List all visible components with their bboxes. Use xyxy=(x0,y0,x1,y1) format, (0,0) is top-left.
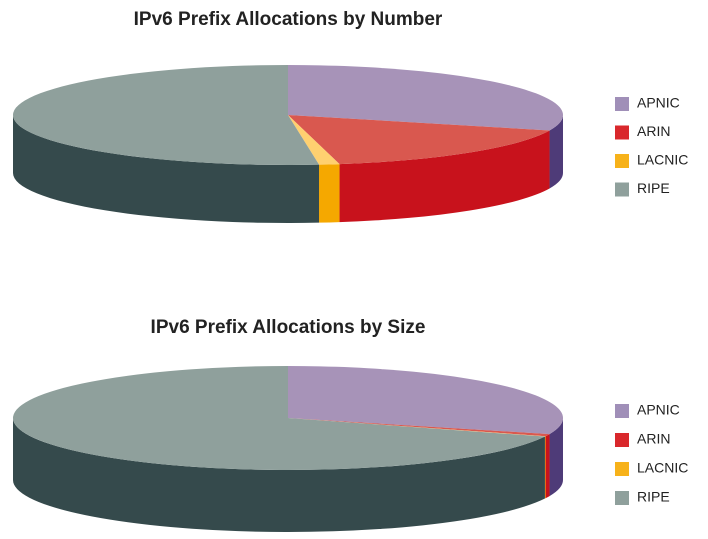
pie-side xyxy=(319,164,340,223)
pie-slice xyxy=(288,115,550,165)
legend-label: APNIC xyxy=(637,402,680,418)
pie-side xyxy=(13,115,320,223)
pie-side xyxy=(545,434,550,499)
pie-side xyxy=(544,436,546,499)
legend-swatch xyxy=(615,462,629,476)
pie-slice xyxy=(288,418,550,437)
chart-title: IPv6 Prefix Allocations by Size xyxy=(151,317,426,338)
legend-label: RIPE xyxy=(637,180,670,196)
legend-swatch xyxy=(615,154,629,168)
legend-swatch xyxy=(615,97,629,111)
pie-side xyxy=(339,130,550,223)
legend-swatch xyxy=(615,404,629,418)
legend-label: LACNIC xyxy=(637,152,688,168)
pie-side xyxy=(549,115,563,189)
pie-side xyxy=(549,418,563,497)
legend-swatch xyxy=(615,433,629,447)
pie-slice xyxy=(13,366,545,470)
legend-label: RIPE xyxy=(637,489,670,505)
pie-slice xyxy=(288,418,546,437)
legend-swatch xyxy=(615,182,629,197)
legend-label: LACNIC xyxy=(637,460,688,476)
legend-label: ARIN xyxy=(637,123,670,139)
legend-swatch xyxy=(615,125,629,140)
pie-slice xyxy=(288,65,563,131)
pie-slice xyxy=(12,65,320,166)
pie-slice xyxy=(288,366,563,435)
pie-side xyxy=(13,418,545,532)
pie-slice xyxy=(288,115,340,165)
legend-swatch xyxy=(615,491,629,505)
legend-label: ARIN xyxy=(637,431,670,447)
legend-label: APNIC xyxy=(637,95,680,111)
chart-title: IPv6 Prefix Allocations by Number xyxy=(134,9,443,30)
